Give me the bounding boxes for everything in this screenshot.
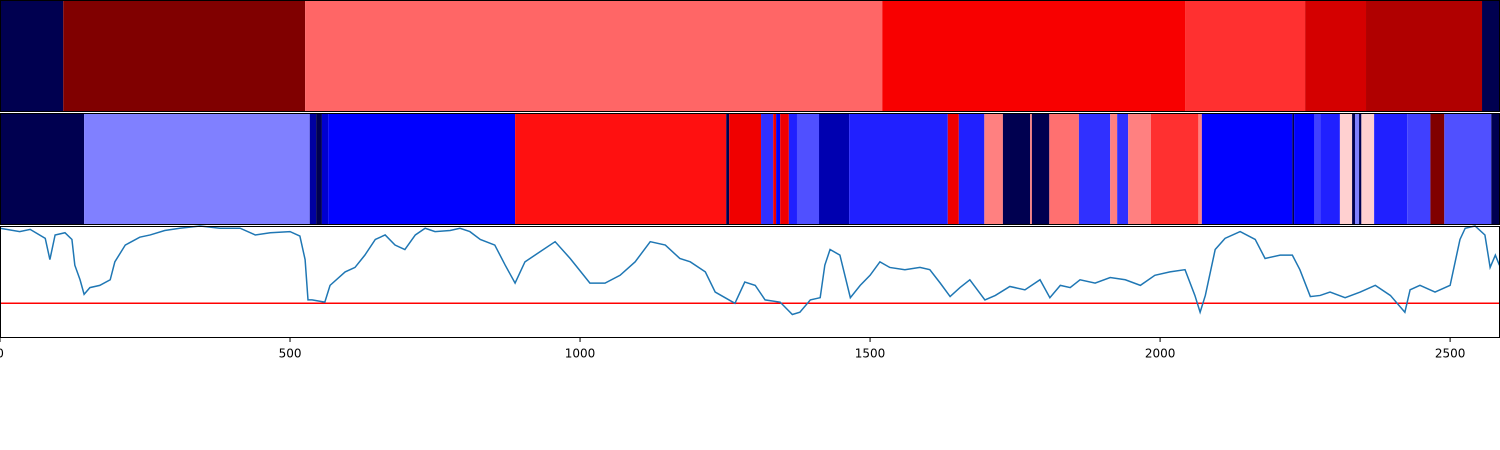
segment bbox=[849, 113, 948, 225]
segment bbox=[796, 113, 820, 225]
segment bbox=[1444, 113, 1492, 225]
segment bbox=[1374, 113, 1408, 225]
segment bbox=[947, 113, 959, 225]
segment bbox=[958, 113, 985, 225]
segment bbox=[63, 0, 306, 112]
segment bbox=[84, 113, 310, 225]
segment bbox=[761, 113, 774, 225]
x-tick-label: 0 bbox=[0, 347, 4, 361]
segment bbox=[515, 113, 727, 225]
segment bbox=[882, 0, 1186, 112]
segment bbox=[984, 113, 1003, 225]
segment bbox=[1117, 113, 1129, 225]
segment bbox=[1352, 113, 1355, 225]
segment bbox=[328, 113, 516, 225]
x-tick-label: 1500 bbox=[855, 347, 886, 361]
x-tick-label: 2000 bbox=[1145, 347, 1176, 361]
segment bbox=[1110, 113, 1118, 225]
segment bbox=[1294, 113, 1315, 225]
segment bbox=[1078, 113, 1111, 225]
segment bbox=[788, 113, 797, 225]
segment bbox=[1359, 113, 1362, 225]
segment bbox=[773, 113, 777, 225]
segment bbox=[1366, 0, 1483, 112]
data-line bbox=[0, 225, 1500, 316]
segment bbox=[309, 113, 317, 225]
segment bbox=[1361, 113, 1375, 225]
segment bbox=[1491, 113, 1500, 225]
segment bbox=[305, 0, 883, 112]
segment bbox=[1430, 113, 1445, 225]
segment bbox=[1031, 113, 1050, 225]
segment bbox=[1201, 113, 1293, 225]
segment bbox=[1150, 113, 1199, 225]
segment bbox=[1198, 113, 1202, 225]
x-tick-label: 1000 bbox=[565, 347, 596, 361]
segment bbox=[1339, 113, 1353, 225]
segment bbox=[726, 113, 730, 225]
segment bbox=[729, 113, 762, 225]
segment bbox=[819, 113, 850, 225]
segment bbox=[1320, 113, 1340, 225]
segment bbox=[1482, 0, 1500, 112]
segment bbox=[780, 113, 789, 225]
x-tick-label: 500 bbox=[279, 347, 302, 361]
segment bbox=[1292, 113, 1295, 225]
x-tick-label: 2500 bbox=[1435, 347, 1466, 361]
panel-frame bbox=[0, 226, 1500, 338]
segment bbox=[0, 113, 85, 225]
segment bbox=[1354, 113, 1360, 225]
segment bbox=[776, 113, 781, 225]
segment bbox=[316, 113, 322, 225]
segment bbox=[0, 0, 64, 112]
segment bbox=[1049, 113, 1079, 225]
segment bbox=[1030, 113, 1032, 225]
segment bbox=[1002, 113, 1031, 225]
segment bbox=[1128, 113, 1151, 225]
segment bbox=[1407, 113, 1431, 225]
segment bbox=[321, 113, 329, 225]
segment bbox=[1185, 0, 1306, 112]
segment bbox=[1314, 113, 1321, 225]
segment bbox=[1305, 0, 1367, 112]
